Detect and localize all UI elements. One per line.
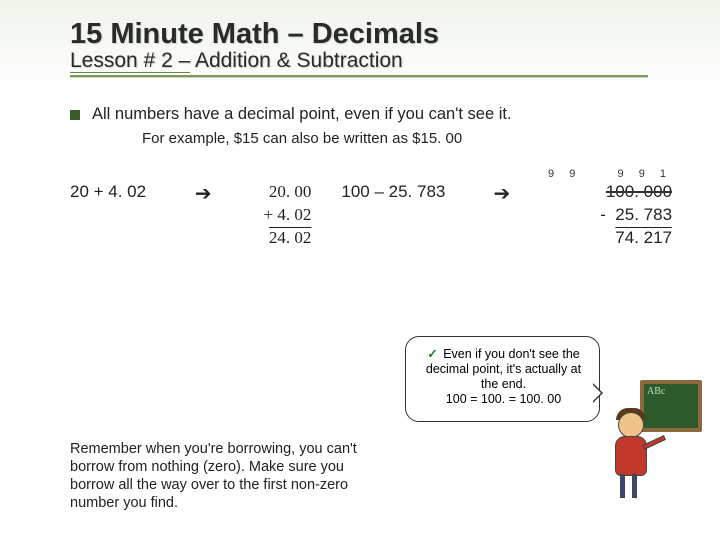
example-text: For example, $15 can also be written as … [142,130,672,147]
addition-expression: 20 + 4. 02 [70,181,179,204]
work-area: 20 + 4. 02 ➔ 20. 00 + 4. 02 24. 02 100 –… [70,181,672,250]
teacher-illustration: ABc [608,380,702,500]
subtitle-underlined: Lesson # 2 – [70,49,190,73]
add-result: 24. 02 [228,227,311,250]
sub-line1: 100. 000 [526,181,672,204]
subtraction-expression: 100 – 25. 783 [341,181,477,204]
slide-title: 15 Minute Math – Decimals [70,18,672,51]
borrow-annotations: 9 9 9 9 1 [539,168,672,180]
speech-callout: ✓ Even if you don't see the decimal poin… [405,336,600,422]
teacher-figure-icon [610,408,660,500]
add-line1: 20. 00 [228,181,311,204]
add-line2: + 4. 02 [228,204,311,227]
sub-result: 74. 217 [526,227,672,250]
subtitle-rest: Addition & Subtraction [190,49,402,72]
check-icon: ✓ [427,347,437,361]
sub-line2: - 25. 783 [526,204,672,227]
arrow-icon: ➔ [489,181,514,206]
callout-text: Even if you don't see the decimal point,… [426,347,581,391]
bullet-row: All numbers have a decimal point, even i… [70,105,672,124]
title-rule [70,75,648,77]
bullet-text: All numbers have a decimal point, even i… [92,105,512,124]
arrow-icon: ➔ [191,181,216,206]
subtraction-column: 9 9 9 9 1 100. 000 100. 000 - 25. 783 74… [526,181,672,250]
board-text: ABc [644,384,698,397]
addition-column: 20. 00 + 4. 02 24. 02 [228,181,311,250]
square-bullet-icon [70,110,80,120]
slide-subtitle: Lesson # 2 – Addition & Subtraction [70,49,672,73]
callout-equation: 100 = 100. = 100. 00 [418,392,589,407]
remember-note: Remember when you're borrowing, you can'… [70,440,385,513]
